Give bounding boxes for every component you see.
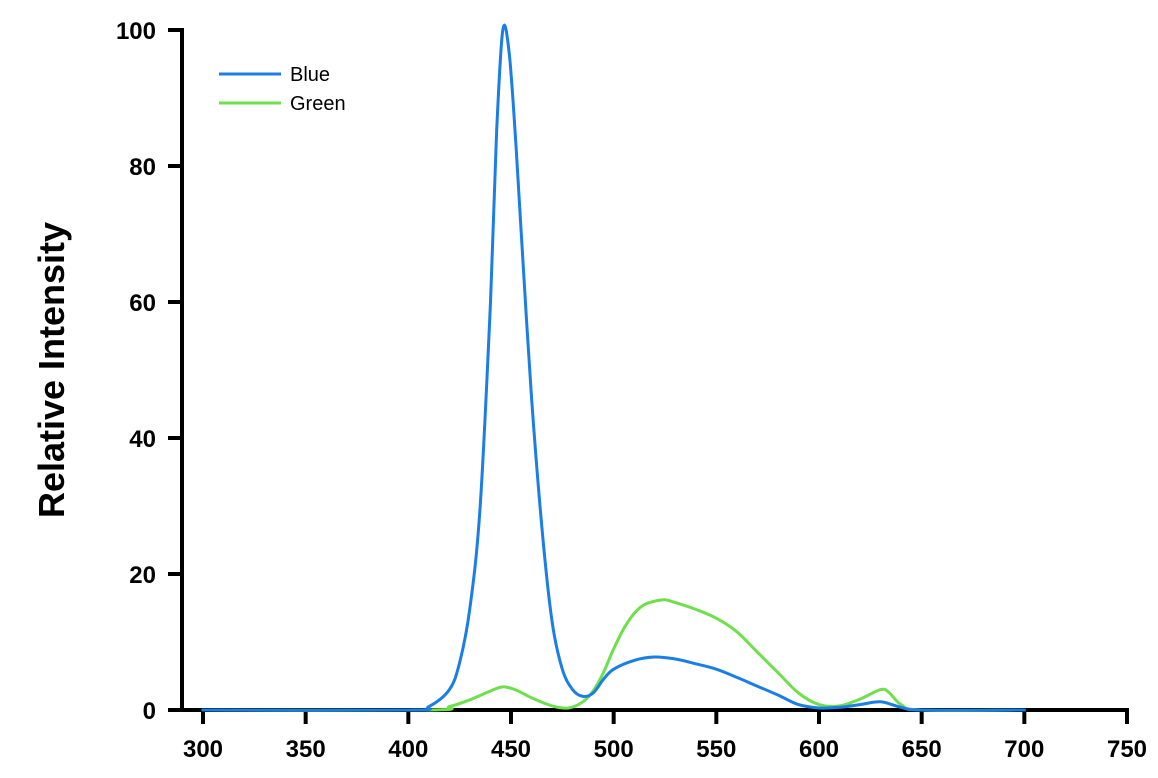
y-tick-label: 100 <box>116 18 156 45</box>
x-tick-label: 650 <box>902 736 942 763</box>
y-tick-label: 60 <box>129 290 156 317</box>
x-tick-label: 700 <box>1004 736 1044 763</box>
x-axis-ticks: 300 350 400 450 500 550 600 650 700 750 <box>183 710 1147 763</box>
x-tick-label: 300 <box>183 736 223 763</box>
legend-label-green: Green <box>290 93 346 115</box>
legend-label-blue: Blue <box>290 64 330 86</box>
series-line-green <box>201 598 1026 712</box>
x-tick-label: 600 <box>799 736 839 763</box>
x-tick-label: 500 <box>594 736 634 763</box>
legend: Blue Green <box>219 64 346 115</box>
series-line-blue <box>201 23 1026 712</box>
x-tick-label: 400 <box>388 736 428 763</box>
x-tick-label: 550 <box>696 736 736 763</box>
x-tick-label: 450 <box>491 736 531 763</box>
x-tick-label: 750 <box>1107 736 1147 763</box>
y-tick-label: 80 <box>129 154 156 181</box>
y-tick-label: 0 <box>143 698 156 725</box>
y-axis-ticks: 0 20 40 60 80 100 <box>116 18 182 725</box>
axes <box>180 28 1129 712</box>
series-layer <box>201 23 1026 712</box>
y-tick-label: 40 <box>129 426 156 453</box>
x-tick-label: 350 <box>286 736 326 763</box>
y-axis-title: Relative Intensity <box>31 222 72 518</box>
y-tick-label: 20 <box>129 562 156 589</box>
